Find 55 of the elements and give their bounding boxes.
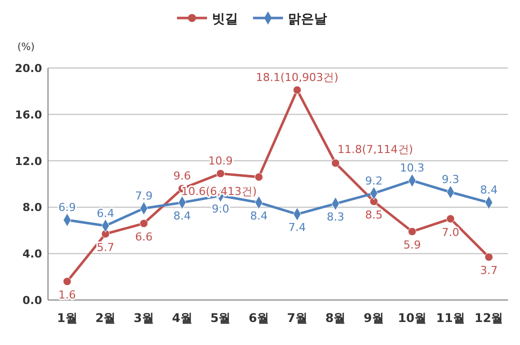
- y-axis-title: (%): [17, 42, 35, 53]
- data-label: 1.6: [58, 288, 76, 302]
- y-tick-label: 16.0: [14, 108, 42, 122]
- point: [254, 172, 264, 182]
- data-label: 9.3: [442, 173, 460, 186]
- data-label: 5.7: [96, 240, 114, 254]
- point: [292, 86, 302, 94]
- data-label: 8.5: [365, 208, 383, 222]
- legend-label: 빗길: [212, 12, 238, 27]
- point: [140, 219, 148, 228]
- x-tick-label: 3월: [134, 311, 154, 325]
- point: [216, 169, 225, 178]
- data-label: 7.0: [442, 226, 460, 239]
- x-tick-label: 12월: [474, 311, 504, 325]
- point: [446, 214, 455, 224]
- data-label: 3.7: [480, 264, 498, 278]
- data-label: 9.2: [365, 174, 383, 188]
- x-tick-label: 11월: [436, 311, 465, 325]
- y-tick-label: 12.0: [14, 154, 42, 168]
- point: [484, 252, 494, 262]
- data-label: 7.9: [135, 189, 153, 202]
- x-tick-label: 2월: [95, 311, 116, 325]
- data-label: 8.4: [173, 210, 191, 223]
- data-label: 11.8(7,114건): [338, 143, 414, 156]
- data-label: 5.9: [403, 238, 421, 252]
- x-tick-label: 10월: [398, 311, 427, 325]
- data-label: 8.3: [326, 210, 344, 224]
- x-tick-label: 9월: [364, 311, 384, 325]
- x-tick-label: 8월: [325, 311, 346, 325]
- x-tick-label: 4월: [172, 311, 192, 325]
- data-label: 8.4: [480, 184, 498, 197]
- data-label: 10.9: [208, 154, 233, 168]
- legend-label: 맑은날: [288, 12, 327, 27]
- point: [331, 158, 340, 168]
- y-tick-label: 20.0: [14, 62, 42, 75]
- data-label: 6.6: [135, 230, 153, 244]
- point: [101, 230, 110, 238]
- data-label: 18.1(10,903건): [256, 71, 338, 84]
- point: [408, 227, 416, 236]
- y-tick-label: 0.0: [22, 294, 42, 307]
- point: [370, 197, 378, 206]
- y-tick-label: 8.0: [22, 201, 42, 214]
- x-tick-label: 1월: [56, 311, 78, 325]
- point: [62, 277, 72, 286]
- x-tick-label: 7월: [286, 311, 308, 325]
- data-label: 7.4: [288, 221, 306, 234]
- data-label: 6.4: [96, 206, 114, 220]
- x-tick-label: 6월: [248, 311, 270, 325]
- data-label: 9.0: [212, 202, 230, 216]
- y-tick-label: 4.0: [22, 248, 42, 261]
- data-label: 10.3: [400, 162, 424, 175]
- data-label: 8.4: [250, 210, 268, 223]
- data-label: 9.6: [173, 170, 191, 183]
- x-tick-label: 5월: [210, 311, 231, 325]
- data-label: 6.9: [58, 200, 76, 214]
